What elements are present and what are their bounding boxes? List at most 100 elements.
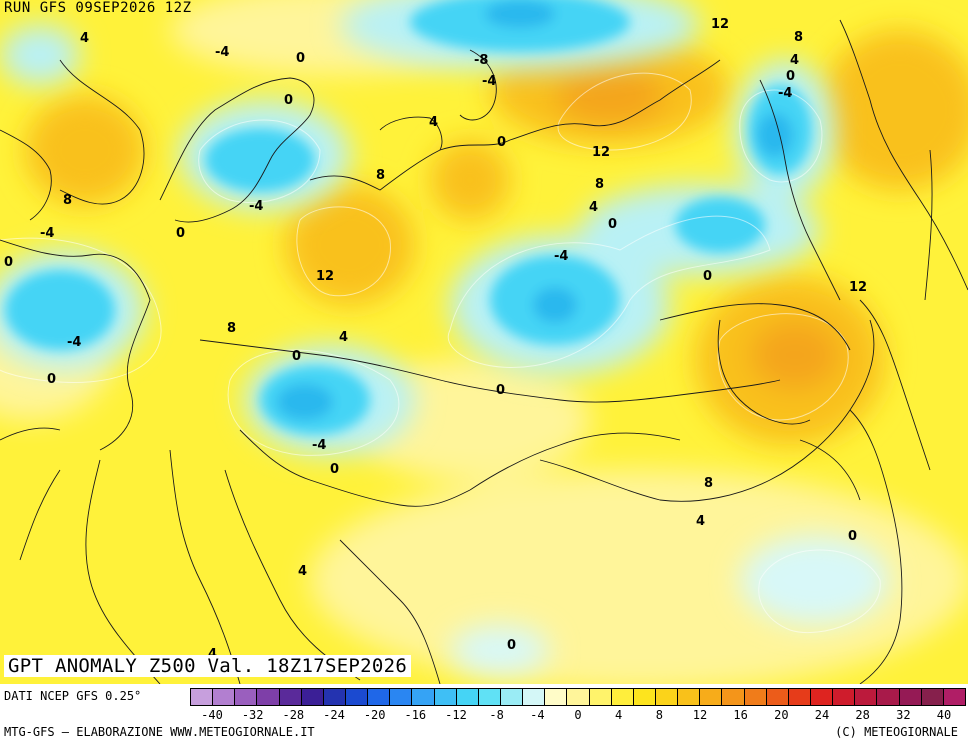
contour-label: -4 <box>215 45 229 60</box>
contour-label: 0 <box>497 135 506 150</box>
legend-tick-label: -32 <box>241 708 264 722</box>
contour-label: 8 <box>595 177 604 192</box>
legend-swatch <box>921 689 944 705</box>
legend-tick-label: 40 <box>936 708 952 722</box>
contour-label: -4 <box>67 335 81 350</box>
contour-label: 12 <box>849 280 867 295</box>
negative-anomaly-areas <box>5 0 812 435</box>
legend-tick-label: -16 <box>404 708 427 722</box>
legend-tick-label: 8 <box>655 708 663 722</box>
legend-swatch <box>810 689 834 705</box>
contour-label: -4 <box>778 86 792 101</box>
legend-swatch <box>899 689 922 705</box>
contour-label: 8 <box>227 321 236 336</box>
legend-tick-label: 16 <box>733 708 748 722</box>
legend-swatch <box>235 689 258 705</box>
legend-tick-label: -4 <box>530 708 545 722</box>
legend-swatch <box>500 689 524 705</box>
contour-label: 4 <box>589 200 598 215</box>
contour-label: 0 <box>330 462 339 477</box>
contour-label: 0 <box>496 383 505 398</box>
contour-label: -4 <box>312 438 326 453</box>
contour-label: 0 <box>507 638 516 653</box>
contour-label: 0 <box>703 269 712 284</box>
legend-swatch <box>390 689 413 705</box>
run-title: RUN GFS 09SEP2026 12Z <box>4 0 192 16</box>
legend-tick-label: 28 <box>855 708 870 722</box>
contour-label: 4 <box>298 564 307 579</box>
legend-swatch <box>301 689 324 705</box>
contour-label: -4 <box>40 226 54 241</box>
legend-swatch <box>323 689 346 705</box>
legend-swatch <box>545 689 568 705</box>
data-source-label: DATI NCEP GFS 0.25° <box>4 689 142 703</box>
contour-label: 8 <box>794 30 803 45</box>
legend-tick-label: 24 <box>814 708 830 722</box>
legend-swatch <box>678 689 701 705</box>
legend-swatch <box>589 689 612 705</box>
legend-tick-label: 0 <box>574 708 582 722</box>
legend-swatch <box>766 689 789 705</box>
legend-tick-label: -28 <box>282 708 305 722</box>
legend-swatch <box>456 689 479 705</box>
color-legend-ticks: -40 -32 -28 -24 -20 -16 -12 -8 -4 0 4 8 12 16 20 24 28 32… <box>190 708 966 724</box>
anomaly-map: 4 -4 0 -8 -4 0 12 8 4 0 -4 0 4 8 12 8 8 … <box>0 0 968 684</box>
isolines <box>0 72 881 634</box>
legend-swatch <box>943 689 965 705</box>
legend-swatch <box>788 689 811 705</box>
contour-label: 4 <box>429 115 438 130</box>
contour-label: 8 <box>704 476 713 491</box>
contour-label: 0 <box>47 372 56 387</box>
contour-label: 0 <box>296 51 305 66</box>
contour-label: -8 <box>474 53 488 68</box>
legend-tick-label: 32 <box>896 708 911 722</box>
legend-tick-label: 20 <box>774 708 789 722</box>
contour-label: -4 <box>249 199 263 214</box>
map-title: GPT ANOMALY Z500 Val. 18Z17SEP2026 <box>4 655 412 677</box>
legend-tick-label: -12 <box>445 708 467 722</box>
contour-labels: 4 -4 0 -8 -4 0 12 8 4 0 -4 0 4 8 12 8 8 … <box>4 17 867 662</box>
legend-swatch <box>191 689 214 705</box>
contour-label: 0 <box>292 349 301 364</box>
legend-swatch <box>345 689 369 705</box>
legend-swatch <box>478 689 501 705</box>
contour-label: 8 <box>376 168 385 183</box>
contour-label: 12 <box>711 17 729 32</box>
legend-tick-label: -8 <box>489 708 504 722</box>
contour-label: 0 <box>4 255 13 270</box>
contour-label: 4 <box>80 31 89 46</box>
legend-swatch <box>434 689 457 705</box>
contour-label: 0 <box>608 217 617 232</box>
legend-swatch <box>722 689 745 705</box>
contour-label: 4 <box>208 647 217 662</box>
legend-swatch <box>257 689 280 705</box>
geographic-borders <box>0 19 968 684</box>
legend-swatch <box>744 689 767 705</box>
contour-label: 0 <box>284 93 293 108</box>
contour-label: 8 <box>63 193 72 208</box>
legend-tick-label: -20 <box>363 708 386 722</box>
legend-swatch <box>368 689 391 705</box>
legend-swatch <box>855 689 878 705</box>
contour-label: 12 <box>316 269 334 284</box>
contour-label: 4 <box>339 330 348 345</box>
footer-copyright: (C) METEOGIORNALE <box>835 725 958 739</box>
contour-label: 4 <box>790 53 799 68</box>
footer-credit: MTG-GFS — ELABORAZIONE WWW.METEOGIORNALE… <box>4 725 315 739</box>
legend-swatch <box>523 689 546 705</box>
legend-swatch <box>833 689 856 705</box>
legend-tick-label: 4 <box>615 708 623 722</box>
legend-swatch <box>655 689 679 705</box>
contour-label: -4 <box>482 74 496 89</box>
legend-swatch <box>877 689 900 705</box>
contour-label: -4 <box>554 249 568 264</box>
contour-label: 12 <box>592 145 610 160</box>
legend-tick-label: -40 <box>201 708 223 722</box>
legend-swatch <box>700 689 723 705</box>
legend-swatch <box>213 689 236 705</box>
color-legend-bar <box>190 688 966 706</box>
legend-swatch <box>633 689 656 705</box>
legend-swatch <box>279 689 302 705</box>
contour-label: 0 <box>176 226 185 241</box>
